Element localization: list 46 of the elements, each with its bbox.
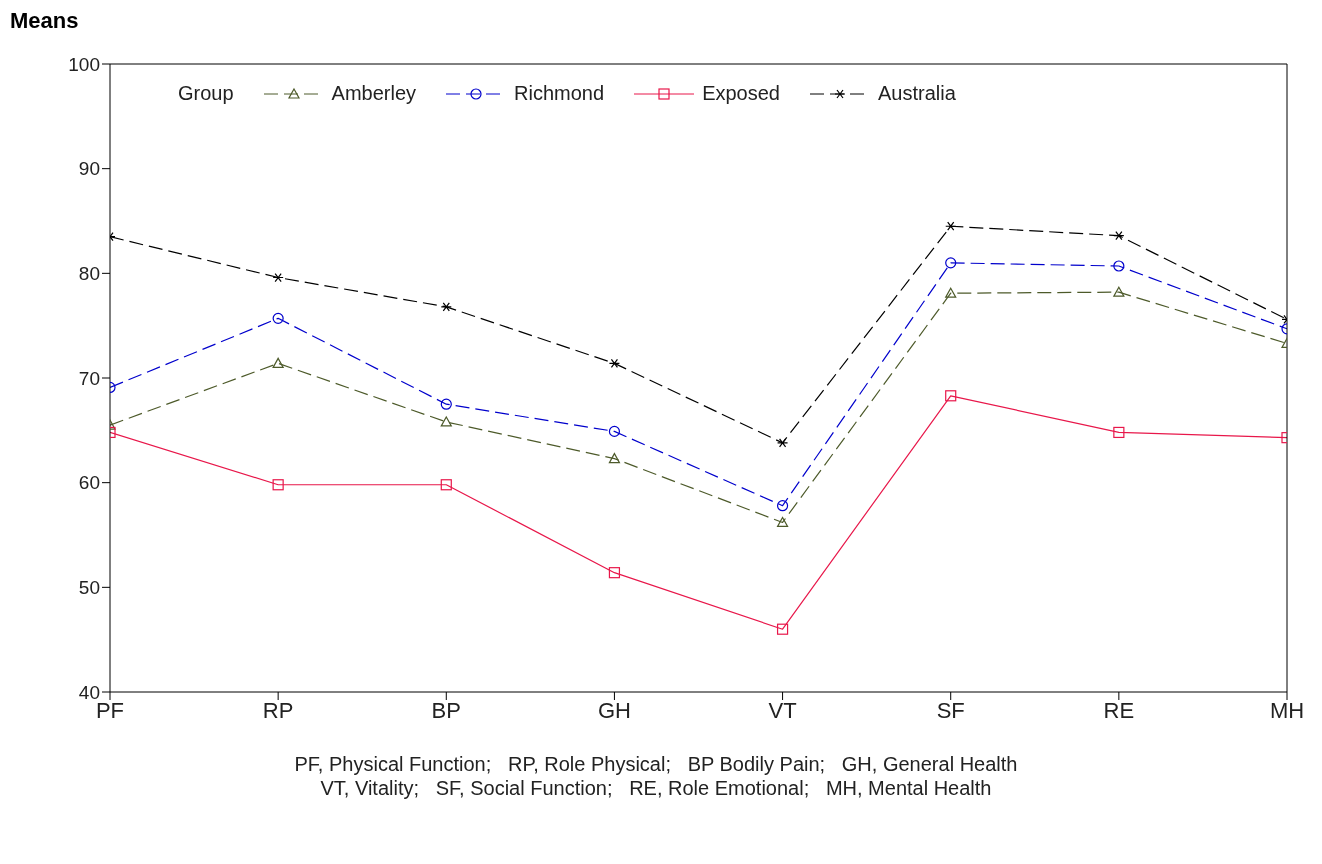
point [272, 357, 284, 368]
point [776, 438, 789, 448]
point [608, 358, 621, 368]
y-tick-label: 90 [78, 158, 100, 180]
point [945, 287, 957, 298]
point [272, 479, 284, 491]
point [776, 516, 789, 528]
legend-label: Richmond [514, 82, 605, 105]
text: VT, Vitality; SF, Social Function; RE, Role Emotional; MH, Mental Health [319, 776, 993, 800]
y-tick-label: 80 [78, 263, 100, 285]
point [440, 479, 452, 491]
point [440, 416, 452, 427]
point [1113, 231, 1125, 241]
x-tick-label: VT [768, 697, 797, 723]
y-tick-label: 60 [78, 472, 100, 494]
point [1113, 286, 1125, 297]
point [776, 623, 789, 635]
x-tick-label: SF [936, 697, 965, 723]
point [945, 221, 957, 231]
point [608, 567, 621, 579]
x-tick-label: MH [1269, 697, 1305, 723]
x-tick-label: BP [431, 697, 461, 723]
y-tick-label: 50 [78, 577, 100, 599]
y-tick-label: 40 [78, 681, 100, 703]
legend-title: Group [178, 82, 234, 105]
point [272, 312, 284, 324]
y-tick-label: 100 [68, 53, 100, 75]
point [945, 390, 957, 402]
point [608, 452, 621, 464]
point [440, 302, 452, 312]
x-tick-label: RE [1103, 697, 1135, 723]
point [1113, 260, 1125, 272]
text: PF, Physical Function; RP, Role Physical; BP Bodily Pain; GH, General Health [293, 752, 1019, 776]
legend-label: Amberley [331, 82, 417, 105]
y-axis-title: Means [9, 8, 80, 33]
point [776, 500, 789, 512]
legend-label: Exposed [702, 82, 780, 105]
x-tick-label: RP [262, 697, 294, 723]
point [608, 425, 621, 437]
y-tick-label: 70 [78, 367, 100, 389]
point [945, 257, 957, 269]
point [272, 272, 284, 283]
point [440, 398, 452, 410]
x-tick-label: GH [597, 697, 631, 723]
legend-label: Australia [877, 82, 956, 105]
point [1113, 426, 1125, 439]
